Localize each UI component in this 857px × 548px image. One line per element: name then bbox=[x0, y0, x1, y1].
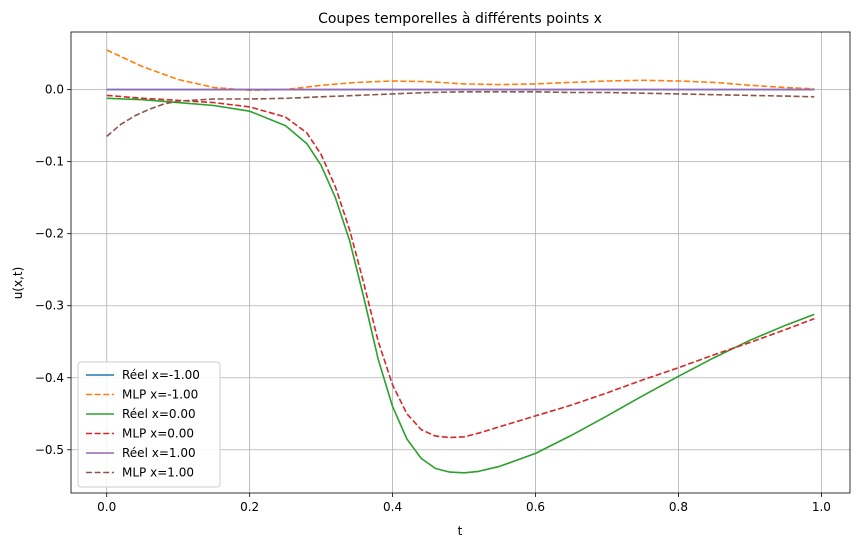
y-tick-label: −0.2 bbox=[35, 227, 64, 241]
x-tick-label: 0.8 bbox=[669, 500, 688, 514]
y-tick-label: 0.0 bbox=[45, 83, 64, 97]
series-line-5 bbox=[106, 91, 815, 138]
series-line-3 bbox=[106, 94, 815, 439]
legend-label: MLP x=-1.00 bbox=[122, 388, 198, 402]
chart-title: Coupes temporelles à différents points x bbox=[318, 11, 602, 27]
series-line-1 bbox=[106, 49, 815, 92]
legend: Réel x=-1.00 MLP x=-1.00 Réel x=0.00 MLP x=… bbox=[77, 361, 221, 488]
x-tick-label: 0.4 bbox=[383, 500, 402, 514]
y-tick-label: −0.1 bbox=[35, 155, 64, 169]
x-axis: 0.0 0.2 0.4 0.6 0.8 1.0 bbox=[97, 493, 831, 514]
legend-label: Réel x=1.00 bbox=[122, 446, 196, 460]
legend-label: Réel x=0.00 bbox=[122, 407, 196, 421]
series-line-2 bbox=[106, 97, 815, 474]
x-tick-label: 0.0 bbox=[97, 500, 116, 514]
legend-box bbox=[77, 361, 221, 488]
y-tick-label: −0.5 bbox=[35, 443, 64, 457]
y-axis: 0.0 −0.1 −0.2 −0.3 −0.4 −0.5 bbox=[35, 83, 71, 457]
legend-label: MLP x=1.00 bbox=[122, 466, 194, 480]
legend-label: Réel x=-1.00 bbox=[122, 368, 200, 382]
y-tick-label: −0.3 bbox=[35, 299, 64, 313]
series-group bbox=[106, 49, 815, 474]
x-axis-label: t bbox=[458, 524, 463, 538]
y-tick-label: −0.4 bbox=[35, 371, 64, 385]
x-tick-label: 0.2 bbox=[240, 500, 259, 514]
x-tick-label: 0.6 bbox=[526, 500, 545, 514]
legend-label: MLP x=0.00 bbox=[122, 427, 194, 441]
x-tick-label: 1.0 bbox=[812, 500, 831, 514]
plot-frame bbox=[70, 31, 851, 494]
y-axis-label: u(x,t) bbox=[11, 267, 25, 300]
